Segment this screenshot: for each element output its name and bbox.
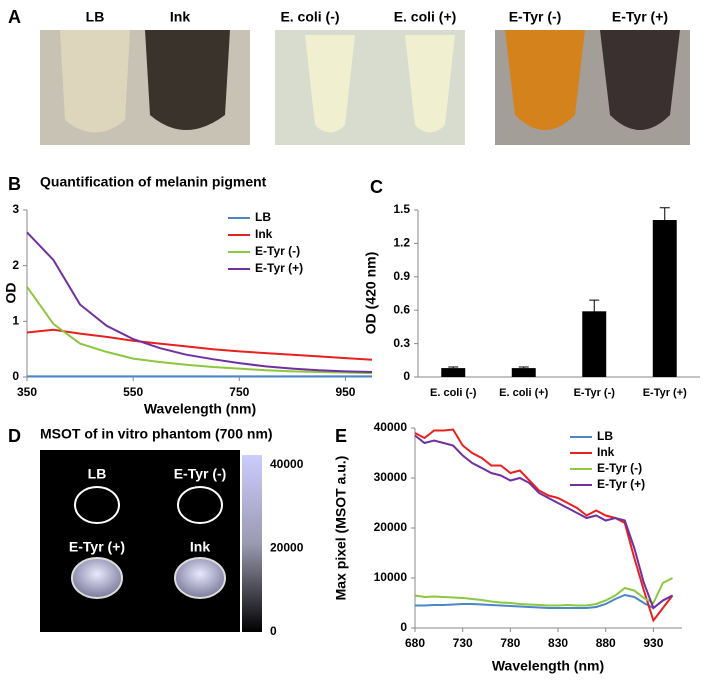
legend-label: E-Tyr (+) bbox=[255, 261, 303, 275]
y-tick-label: 30000 bbox=[374, 470, 408, 484]
error-bar bbox=[518, 366, 529, 369]
error-bar bbox=[589, 299, 600, 312]
y-axis-label: Max pixel (MSOT a.u.) bbox=[333, 456, 349, 601]
x-tick-label: 730 bbox=[453, 636, 473, 650]
photo-label: E-Tyr (+) bbox=[612, 9, 668, 25]
x-axis-label: Wavelength (nm) bbox=[144, 401, 256, 417]
line-series bbox=[415, 593, 673, 610]
bar bbox=[582, 311, 607, 377]
y-axis-label: OD (420 nm) bbox=[363, 252, 379, 334]
line-series bbox=[26, 231, 373, 373]
chart-title: Quantification of melanin pigment bbox=[40, 174, 267, 190]
panel-label: C bbox=[370, 177, 383, 197]
roi-label: Ink bbox=[190, 539, 210, 555]
line-series bbox=[414, 577, 673, 607]
error-bar bbox=[448, 366, 459, 369]
panel-label: B bbox=[8, 174, 21, 194]
y-tick-label: 1.5 bbox=[393, 202, 410, 216]
roi bbox=[74, 486, 120, 524]
y-tick-label: 40000 bbox=[374, 420, 408, 434]
legend-label: LB bbox=[597, 429, 613, 443]
x-tick-label: 680 bbox=[405, 636, 425, 650]
y-tick-label: 1 bbox=[12, 314, 19, 328]
x-tick-label: 830 bbox=[548, 636, 568, 650]
bar bbox=[511, 368, 536, 377]
colorbar-tick-label: 40000 bbox=[270, 457, 304, 471]
photo-label: E-Tyr (-) bbox=[509, 9, 562, 25]
y-tick-label: 0 bbox=[403, 369, 410, 383]
error-bar bbox=[659, 207, 670, 221]
roi bbox=[71, 557, 123, 599]
y-tick-label: 0.6 bbox=[393, 302, 410, 316]
line-series bbox=[26, 286, 373, 375]
y-tick-label: 0.3 bbox=[393, 336, 410, 350]
photo-label: Ink bbox=[170, 9, 190, 25]
roi-label: LB bbox=[88, 466, 107, 482]
legend-label: Ink bbox=[255, 227, 273, 241]
legend-label: E-Tyr (-) bbox=[255, 244, 300, 258]
panel-label: E bbox=[335, 426, 347, 446]
roi bbox=[174, 557, 226, 599]
y-tick-label: 0 bbox=[12, 369, 19, 383]
photo-label: E. coli (-) bbox=[280, 9, 339, 25]
phantom-image bbox=[40, 450, 240, 632]
colorbar-tick-label: 0 bbox=[270, 624, 277, 638]
y-tick-label: 2 bbox=[12, 258, 19, 272]
legend-label: LB bbox=[255, 210, 271, 224]
photo-label: LB bbox=[86, 9, 105, 25]
y-tick-label: 0.9 bbox=[393, 269, 410, 283]
x-tick-label: 950 bbox=[335, 385, 355, 399]
photo-label: E. coli (+) bbox=[394, 9, 457, 25]
x-tick-label: 350 bbox=[17, 385, 37, 399]
colorbar bbox=[242, 455, 262, 632]
roi-label: E-Tyr (+) bbox=[69, 539, 125, 555]
panel-label: A bbox=[8, 7, 21, 27]
x-tick-label: E. coli (+) bbox=[499, 387, 549, 399]
bar bbox=[441, 368, 466, 377]
x-tick-label: E-Tyr (+) bbox=[643, 387, 687, 399]
x-tick-label: E. coli (-) bbox=[430, 387, 477, 399]
tube bbox=[60, 30, 130, 133]
y-axis-label: OD bbox=[3, 283, 19, 304]
line-series bbox=[26, 328, 373, 361]
y-tick-label: 1.2 bbox=[393, 236, 410, 250]
x-tick-label: 780 bbox=[500, 636, 520, 650]
panel-label: D bbox=[8, 426, 21, 446]
y-tick-label: 10000 bbox=[374, 570, 408, 584]
x-tick-label: 550 bbox=[123, 385, 143, 399]
y-tick-label: 3 bbox=[12, 202, 19, 216]
tube bbox=[305, 35, 355, 133]
colorbar-tick-label: 20000 bbox=[270, 541, 304, 555]
y-tick-label: 20000 bbox=[374, 520, 408, 534]
legend-label: E-Tyr (-) bbox=[597, 461, 642, 475]
tube bbox=[600, 30, 680, 130]
tube bbox=[505, 30, 585, 130]
x-tick-label: 930 bbox=[643, 636, 663, 650]
legend-label: Ink bbox=[597, 445, 615, 459]
x-axis-label: Wavelength (nm) bbox=[492, 658, 604, 674]
bar bbox=[652, 220, 677, 377]
line-series bbox=[414, 428, 674, 623]
tube bbox=[405, 35, 455, 133]
roi-label: E-Tyr (-) bbox=[174, 466, 227, 482]
x-tick-label: 750 bbox=[229, 385, 249, 399]
y-tick-label: 0 bbox=[400, 620, 407, 634]
tube bbox=[145, 30, 230, 130]
x-tick-label: 880 bbox=[596, 636, 616, 650]
line-series bbox=[414, 434, 673, 610]
panel-title: MSOT of in vitro phantom (700 nm) bbox=[40, 426, 273, 442]
legend-label: E-Tyr (+) bbox=[597, 477, 645, 491]
x-tick-label: E-Tyr (-) bbox=[574, 387, 616, 399]
roi bbox=[177, 486, 223, 524]
